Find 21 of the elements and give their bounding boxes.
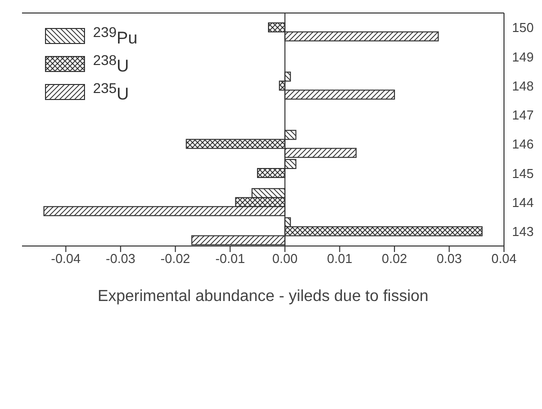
y-tick-label: 146 <box>512 136 534 152</box>
y-tick-label: 143 <box>512 224 534 240</box>
y-tick-label: 147 <box>512 108 534 123</box>
y-tick-label: 149 <box>512 49 534 64</box>
legend-label: $^{239}$Pu <box>93 24 138 48</box>
y-tick-label: 148 <box>512 78 534 94</box>
y-tick-label: 144 <box>512 194 534 210</box>
x-tick-label: -0.02 <box>160 251 190 266</box>
legend-label: $^{235}$U <box>93 80 129 104</box>
x-tick-label: -0.01 <box>215 251 245 266</box>
x-axis-title: Experimental abundance - yileds due to fission <box>98 288 428 305</box>
y-tick-label: 150 <box>512 20 534 36</box>
x-tick-label: -0.04 <box>51 251 81 266</box>
x-tick-label: 0.02 <box>382 251 408 266</box>
x-tick-label: 0.03 <box>436 251 462 266</box>
x-tick-label: 0.01 <box>327 251 352 266</box>
x-tick-label: 0.04 <box>491 251 517 266</box>
y-tick-label: 145 <box>512 166 534 181</box>
legend-label: $^{238}$U <box>93 52 129 76</box>
x-tick-label: -0.03 <box>106 251 136 266</box>
text: 0.00 <box>272 251 298 266</box>
